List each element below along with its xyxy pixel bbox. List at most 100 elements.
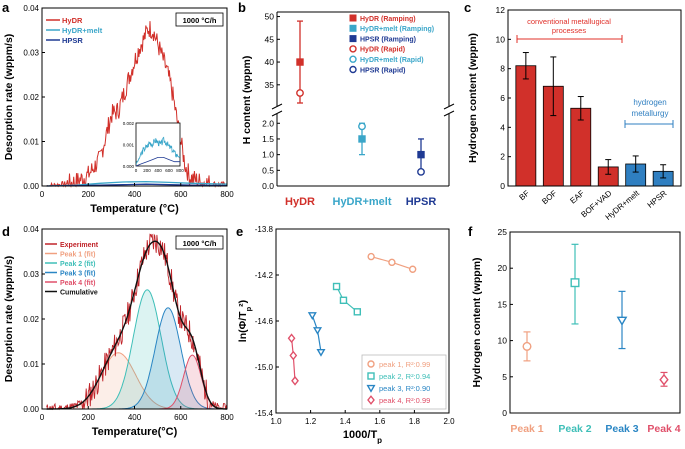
legend-marker xyxy=(367,372,375,380)
x-tick-label: 1.2 xyxy=(305,417,317,426)
panel-letter-f: f xyxy=(468,224,473,239)
peak-area-2 xyxy=(46,289,227,409)
y-tick-label: 0.02 xyxy=(23,93,39,102)
axis-break-mark xyxy=(271,110,283,117)
plot-frame xyxy=(509,231,681,414)
inset-y-tick-label: 0.000 xyxy=(123,164,135,169)
category-label: Peak 3 xyxy=(605,423,638,435)
inset-y-tick-label: 0.001 xyxy=(123,143,135,148)
legend-marker xyxy=(367,360,375,368)
y-tick-label: 0.02 xyxy=(23,315,39,324)
ramping-marker-0 xyxy=(296,58,304,66)
y-tick-label: 2 xyxy=(500,152,505,162)
y-tick-label: 8 xyxy=(500,64,505,74)
x-tick-label: 600 xyxy=(174,413,188,422)
series-line-hydr-melt xyxy=(46,180,228,187)
peak-area-4 xyxy=(46,355,227,409)
legend-marker xyxy=(349,45,357,53)
legend-marker xyxy=(349,55,357,63)
axis-break-mark xyxy=(443,103,455,110)
legend-label: HyDR+melt (Rapid) xyxy=(360,57,424,64)
y-axis-label: ln(Φ/Tp²) xyxy=(237,300,253,342)
ramping-marker-2 xyxy=(417,150,425,159)
annotation-box xyxy=(175,235,224,250)
rapid-marker-2 xyxy=(417,167,425,176)
category-label: HPSR xyxy=(406,196,437,208)
diamond-point xyxy=(287,333,296,344)
legend-label: HyDR (Rapid) xyxy=(360,47,405,54)
triangle-down-point xyxy=(316,348,326,357)
square-point xyxy=(339,296,348,304)
y-tick-label: 45 xyxy=(265,34,275,44)
y-tick-label: 12 xyxy=(496,5,506,15)
y-axis-label: Hydrogen content (wppm) xyxy=(467,33,479,163)
legend-label: Peak 3 (fit) xyxy=(60,271,95,278)
legend-label: peak 4, R²:0.99 xyxy=(379,396,430,405)
value-marker-4 xyxy=(659,373,669,386)
category-label: HyDR+melt xyxy=(333,196,392,208)
legend-label: Peak 4 (fit) xyxy=(60,280,95,287)
y-tick-label: 35 xyxy=(265,80,275,90)
panel-letter-c: c xyxy=(464,0,471,15)
y-tick-label: 4 xyxy=(500,122,505,132)
legend-marker xyxy=(366,384,376,393)
value-marker-1 xyxy=(522,341,532,351)
legend-marker xyxy=(349,35,357,43)
rapid-marker-1 xyxy=(358,122,366,131)
inset-series-line xyxy=(135,136,181,165)
ramping-marker-1 xyxy=(358,135,366,143)
legend-label: HyDR+melt (Ramping) xyxy=(360,26,434,33)
circle-point xyxy=(388,258,396,267)
y-tick-label: 5 xyxy=(502,372,507,382)
y-tick-label: 10 xyxy=(496,34,506,44)
y-tick-label: 10 xyxy=(498,336,508,346)
y-tick-label: 0.03 xyxy=(23,49,39,58)
category-label: Peak 2 xyxy=(558,423,591,435)
y-tick-label: 40 xyxy=(265,57,275,67)
x-tick-label: 200 xyxy=(82,190,96,199)
x-tick-label: 1.8 xyxy=(409,417,421,426)
x-tick-label: 0 xyxy=(40,190,45,199)
y-tick-label: -15.4 xyxy=(255,409,274,418)
x-tick-label: 600 xyxy=(174,190,188,199)
axis-break-mark xyxy=(271,103,283,110)
category-label: Peak 4 xyxy=(647,423,680,435)
triangle-down-point xyxy=(313,327,323,335)
y-tick-label: 0.00 xyxy=(23,182,39,191)
legend-label: peak 2, R²:0.94 xyxy=(379,372,430,381)
legend-label: HPSR (Rapid) xyxy=(360,67,406,74)
y-tick-label: -14.6 xyxy=(255,317,274,326)
category-label: HPSR xyxy=(646,188,669,209)
cumulative-fit-line xyxy=(46,240,227,410)
legend-label: Peak 1 (fit) xyxy=(60,252,95,259)
y-tick-label: 0 xyxy=(502,408,507,418)
legend-label: HyDR+melt xyxy=(62,26,103,35)
inset-x-tick-label: 400 xyxy=(154,168,162,173)
chart-panel-a: 0.000.010.020.030.040 200 400 600 800Tempera… xyxy=(3,4,234,215)
group-label: conventional metallugical xyxy=(527,17,611,26)
group-label: metallurgy xyxy=(632,109,669,118)
category-label: Peak 1 xyxy=(510,423,543,435)
y-tick-label: 0.01 xyxy=(23,138,39,147)
legend-label: HPSR (Ramping) xyxy=(360,36,416,43)
y-tick-label: -15.0 xyxy=(255,363,274,372)
group-label: processes xyxy=(552,26,586,35)
inset-y-tick-label: 0.002 xyxy=(123,121,135,126)
legend-box xyxy=(361,354,447,410)
diamond-point xyxy=(289,350,298,361)
x-tick-label: 1.6 xyxy=(374,417,386,426)
chart-panel-d: 0.00 0.01 0.02 0.03 0.04 0 200 400 600 800 Tempera… xyxy=(3,225,234,438)
triangle-down-point xyxy=(307,312,317,320)
chart-panel-b: 35 40 45 50 0.0 0.5 1.0 1.5 2.0 H content (wppm) H… xyxy=(241,11,455,208)
legend-marker xyxy=(349,14,357,22)
square-point xyxy=(332,282,341,291)
x-tick-label: 1.4 xyxy=(340,417,352,426)
circle-point xyxy=(408,265,417,273)
value-marker-2 xyxy=(570,278,580,288)
chart-panel-e: -15.4 -15.0 -14.6 -14.2 -13.8 1.0 1.2 1.4 1.6 1.8… xyxy=(237,225,455,445)
legend-label: Peak 2 (fit) xyxy=(60,261,95,268)
annotation-box xyxy=(175,12,224,27)
category-label: HyDR xyxy=(285,196,315,208)
y-tick-label: 0 xyxy=(500,181,505,191)
y-tick-label: 1.5 xyxy=(262,134,274,144)
